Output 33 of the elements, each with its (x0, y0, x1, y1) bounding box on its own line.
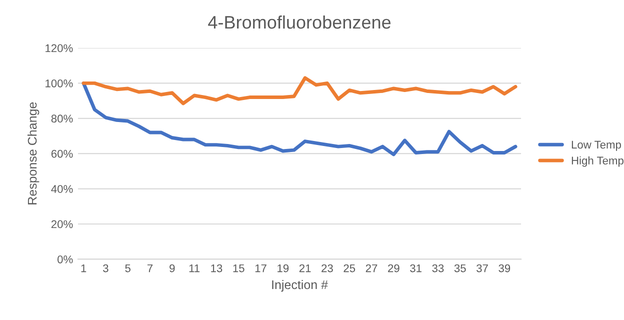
x-tick-label: 15 (233, 264, 244, 272)
y-tick-label: 120% (46, 44, 73, 52)
x-tick-label: 19 (278, 264, 289, 272)
x-tick-label: 9 (170, 264, 175, 272)
x-tick-label: 5 (125, 264, 130, 272)
x-tick-label: 31 (410, 264, 422, 272)
x-tick-label: 33 (432, 264, 444, 272)
y-axis-title: Response Change (28, 102, 40, 204)
x-tick-label: 37 (476, 264, 488, 272)
x-tick-label: 3 (103, 264, 108, 272)
x-axis-title: Injection # (272, 280, 328, 292)
x-tick-label: 11 (189, 264, 200, 272)
x-tick-label: 17 (255, 264, 266, 272)
y-tick-label: 40% (51, 185, 73, 193)
y-tick-label: 100% (46, 79, 73, 88)
chart-title: 4-Bromofluorobenzene (208, 15, 391, 29)
x-tick-label: 39 (498, 264, 510, 272)
x-tick-label: 1 (81, 264, 86, 272)
y-tick-label: 0% (58, 255, 73, 264)
x-tick-label: 25 (344, 264, 356, 272)
x-tick-label: 13 (211, 264, 222, 272)
legend-label: Low Temp (572, 140, 621, 151)
x-tick-label: 27 (366, 264, 378, 272)
y-tick-label: 20% (51, 220, 73, 228)
x-tick-label: 29 (388, 264, 400, 272)
line-series (82, 76, 518, 106)
x-tick-label: 21 (299, 264, 311, 272)
legend-label: High Temp (572, 156, 624, 167)
y-tick-label: 80% (51, 114, 73, 123)
x-tick-label: 35 (454, 264, 466, 272)
x-tick-label: 23 (322, 264, 333, 272)
y-tick-label: 60% (51, 150, 73, 158)
x-tick-label: 7 (147, 264, 153, 272)
